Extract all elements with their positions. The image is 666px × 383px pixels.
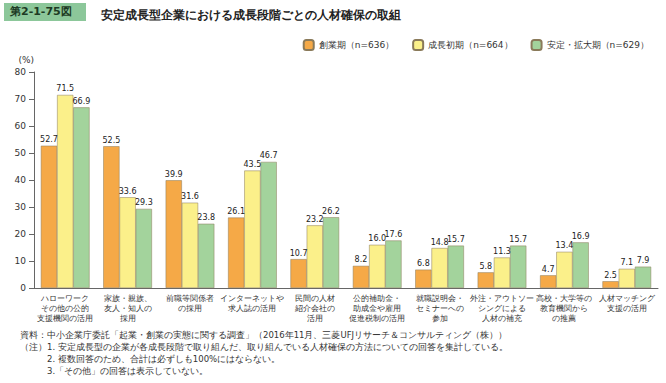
svg-text:成長初期（n=664）: 成長初期（n=664） (428, 40, 512, 50)
svg-text:11.3: 11.3 (493, 247, 511, 256)
svg-text:家族・親族、: 家族・親族、 (104, 294, 152, 303)
svg-text:4.7: 4.7 (542, 265, 555, 274)
svg-text:66.9: 66.9 (73, 97, 91, 106)
svg-text:資料：中小企業庁委託「起業・創業の実態に関する調査」（201: 資料：中小企業庁委託「起業・創業の実態に関する調査」（2016年11月、三菱UF… (20, 330, 507, 340)
svg-text:33.6: 33.6 (119, 187, 137, 196)
svg-text:26.1: 26.1 (227, 207, 245, 216)
svg-text:セミナーへの: セミナーへの (416, 304, 464, 313)
svg-text:参加: 参加 (432, 314, 448, 323)
svg-text:人材の補充: 人材の補充 (482, 314, 522, 323)
svg-text:0: 0 (20, 283, 26, 293)
svg-text:前職等関係者: 前職等関係者 (166, 294, 214, 303)
svg-text:2. 複数回答のため、合計は必ずしも100%にはならない。: 2. 複数回答のため、合計は必ずしも100%にはならない。 (20, 354, 280, 364)
svg-text:10.7: 10.7 (290, 249, 308, 258)
svg-text:8.2: 8.2 (355, 255, 368, 264)
svg-text:その他の公的: その他の公的 (41, 304, 89, 313)
svg-text:民間の人材: 民間の人材 (295, 294, 335, 303)
svg-text:7.1: 7.1 (620, 258, 633, 267)
svg-text:紹介会社の: 紹介会社の (294, 304, 335, 313)
svg-text:6.8: 6.8 (417, 259, 430, 268)
svg-text:52.5: 52.5 (102, 136, 120, 145)
svg-text:43.5: 43.5 (243, 160, 261, 169)
svg-text:支援機関の活用: 支援機関の活用 (37, 314, 93, 323)
svg-text:14.8: 14.8 (431, 238, 449, 247)
svg-text:31.6: 31.6 (181, 192, 199, 201)
svg-text:シングによる: シングによる (478, 304, 526, 313)
svg-text:求人誌の活用: 求人誌の活用 (228, 304, 276, 313)
svg-text:高校・大学等の: 高校・大学等の (536, 294, 592, 303)
svg-text:10: 10 (15, 256, 27, 266)
svg-text:16.0: 16.0 (368, 234, 386, 243)
svg-text:80: 80 (15, 67, 27, 77)
svg-text:ハローワーク: ハローワーク (40, 294, 89, 303)
svg-text:教育機関から: 教育機関から (540, 304, 588, 313)
svg-text:就職説明会・: 就職説明会・ (416, 294, 464, 303)
svg-text:15.7: 15.7 (447, 235, 465, 244)
svg-text:安定成長型企業における成長段階ごとの人材確保の取組: 安定成長型企業における成長段階ごとの人材確保の取組 (101, 8, 401, 22)
svg-text:安定・拡大期（n=629）: 安定・拡大期（n=629） (547, 40, 649, 50)
svg-text:第2-1-75図: 第2-1-75図 (9, 5, 72, 18)
svg-text:人材マッチング: 人材マッチング (599, 294, 656, 303)
svg-text:60: 60 (15, 121, 27, 131)
svg-text:20: 20 (15, 229, 27, 239)
svg-text:29.3: 29.3 (135, 198, 153, 207)
svg-text:支援の活用: 支援の活用 (607, 304, 647, 313)
svg-text:16.9: 16.9 (572, 232, 590, 241)
svg-text:7.9: 7.9 (637, 256, 650, 265)
svg-text:インターネットや: インターネットや (220, 294, 284, 303)
svg-text:助成金や雇用: 助成金や雇用 (353, 304, 401, 313)
svg-text:5.8: 5.8 (479, 262, 492, 271)
svg-text:52.7: 52.7 (40, 135, 58, 144)
svg-text:17.6: 17.6 (385, 230, 403, 239)
svg-text:23.2: 23.2 (306, 215, 324, 224)
svg-text:15.7: 15.7 (509, 235, 527, 244)
svg-text:活用: 活用 (307, 314, 323, 323)
svg-text:(%): (%) (18, 55, 34, 65)
svg-text:40: 40 (15, 175, 27, 185)
svg-text:23.8: 23.8 (197, 213, 215, 222)
svg-text:46.7: 46.7 (260, 151, 278, 160)
svg-text:26.2: 26.2 (322, 207, 340, 216)
svg-text:採用: 採用 (120, 314, 136, 323)
svg-text:創業期（n=636）: 創業期（n=636） (319, 40, 394, 50)
svg-text:2.5: 2.5 (604, 271, 617, 280)
svg-text:30: 30 (15, 202, 27, 212)
svg-text:39.9: 39.9 (165, 170, 183, 179)
svg-text:外注・アウトソー: 外注・アウトソー (470, 294, 534, 303)
svg-text:（注）1. 安定成長型の企業が各成長段階で取り組んだ、取り組: （注）1. 安定成長型の企業が各成長段階で取り組んだ、取り組んでいる人材確保の方… (20, 342, 508, 352)
svg-text:70: 70 (15, 94, 27, 104)
svg-text:50: 50 (15, 148, 27, 158)
svg-text:の推薦: の推薦 (552, 314, 576, 323)
svg-text:の採用: の採用 (178, 304, 202, 313)
svg-text:友人・知人の: 友人・知人の (104, 304, 152, 313)
svg-text:3.「その他」の回答は表示していない。: 3.「その他」の回答は表示していない。 (20, 366, 208, 376)
svg-text:公的補助金・: 公的補助金・ (353, 294, 401, 303)
svg-text:13.4: 13.4 (555, 241, 573, 250)
svg-text:71.5: 71.5 (56, 84, 74, 93)
svg-text:促進税制の活用: 促進税制の活用 (349, 314, 405, 323)
